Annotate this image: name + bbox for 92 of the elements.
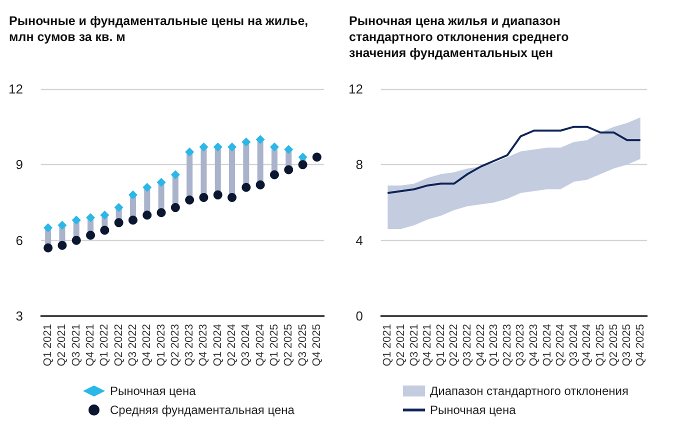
point (170, 170, 180, 180)
x-tick-label: Q1 2024 (212, 324, 224, 366)
point (242, 137, 251, 146)
point (142, 210, 152, 220)
point (185, 195, 194, 204)
point (72, 236, 81, 245)
point (142, 182, 152, 192)
point (199, 192, 208, 202)
x-tick-label: Q4 2021 (84, 324, 97, 366)
x-tick-label: Q4 2023 (528, 324, 540, 366)
x-tick-label: Q3 2023 (514, 324, 527, 366)
point (86, 230, 96, 240)
point (44, 243, 53, 252)
point (228, 142, 237, 152)
x-tick-label: Q3 2021 (70, 324, 82, 366)
x-tick-label: Q3 2022 (126, 324, 139, 366)
y-tick-label: 3 (16, 308, 23, 324)
y-tick-label: 8 (356, 157, 363, 172)
x-tick-label: Q1 2023 (155, 324, 168, 366)
legend-label: Рыночная цена (110, 384, 196, 398)
x-tick-label: Q4 2023 (198, 324, 210, 366)
point (114, 218, 124, 228)
point (100, 210, 110, 220)
y-tick-label: 12 (348, 82, 363, 96)
x-tick-label: Q1 2023 (488, 324, 500, 366)
x-tick-label: Q1 2022 (98, 324, 111, 366)
x-tick-label: Q3 2025 (296, 324, 309, 366)
y-tick-label: 9 (16, 157, 23, 172)
point (199, 142, 208, 152)
point (58, 220, 67, 230)
x-tick-label: Q4 2024 (254, 324, 266, 366)
x-tick-label: Q3 2024 (568, 324, 580, 366)
x-tick-label: Q1 2024 (541, 324, 554, 366)
point (58, 240, 67, 250)
x-tick-label: Q1 2025 (594, 324, 606, 366)
y-tick-label: 12 (8, 82, 23, 96)
x-tick-label: Q1 2021 (382, 324, 394, 366)
x-tick-label: Q4 2022 (474, 324, 487, 366)
point (156, 178, 166, 187)
line-series (386, 126, 642, 194)
x-tick-label: Q2 2023 (169, 324, 182, 366)
point (284, 145, 294, 154)
point (128, 190, 138, 200)
point (284, 165, 294, 174)
x-tick-label: Q4 2021 (422, 324, 434, 366)
point (185, 148, 194, 157)
x-tick-label: Q4 2025 (634, 324, 646, 366)
point (44, 223, 53, 232)
point (114, 203, 124, 212)
x-tick-label: Q2 2022 (448, 324, 460, 366)
point (100, 226, 110, 235)
x-tick-label: Q2 2025 (282, 324, 295, 366)
x-tick-label: Q2 2022 (112, 324, 125, 366)
chart-title: Рыночные и фундаментальные цены на жилье, млн сумов за кв. м (9, 14, 312, 44)
legend-label: Средняя фундаментальная цена (110, 403, 295, 417)
x-tick-label: Q2 2025 (608, 324, 620, 366)
chart-title: Рыночная цена жилья и диапазон стандартного отклонения среднего значения фундаментальных цен (349, 14, 572, 60)
point (270, 142, 279, 152)
point (213, 190, 222, 200)
point (256, 134, 265, 144)
y-tick-label: 6 (16, 232, 23, 248)
x-tick-label: Q2 2024 (554, 324, 567, 366)
x-tick-label: Q4 2024 (581, 324, 594, 366)
point (213, 142, 222, 152)
point (128, 216, 138, 225)
point (228, 192, 237, 202)
legend-label: Диапазон стандартного отклонения (430, 384, 628, 398)
x-tick-label: Q2 2023 (501, 324, 514, 366)
x-tick-label: Q4 2022 (141, 324, 154, 366)
y-tick-label: 0 (356, 308, 363, 324)
x-tick-label: Q4 2025 (310, 324, 323, 366)
x-tick-label: Q1 2022 (434, 324, 447, 366)
x-tick-label: Q3 2023 (184, 324, 196, 366)
point (156, 208, 166, 218)
point (312, 152, 322, 162)
x-tick-label: Q1 2025 (268, 324, 280, 366)
legend-label: Рыночная цена (430, 403, 516, 417)
point (242, 182, 251, 192)
point (170, 203, 180, 212)
x-tick-label: Q3 2022 (461, 324, 474, 366)
x-tick-label: Q3 2025 (621, 324, 634, 366)
x-tick-label: Q3 2024 (240, 324, 252, 366)
x-tick-label: Q2 2024 (226, 324, 238, 366)
point (256, 180, 265, 190)
x-tick-label: Q2 2021 (56, 324, 68, 366)
x-tick-label: Q2 2021 (394, 324, 407, 366)
point (72, 216, 81, 225)
y-tick-label: 4 (356, 232, 363, 248)
point (86, 213, 96, 222)
point (270, 170, 279, 180)
x-tick-label: Q1 2021 (42, 324, 54, 366)
x-tick-label: Q3 2021 (408, 324, 420, 366)
